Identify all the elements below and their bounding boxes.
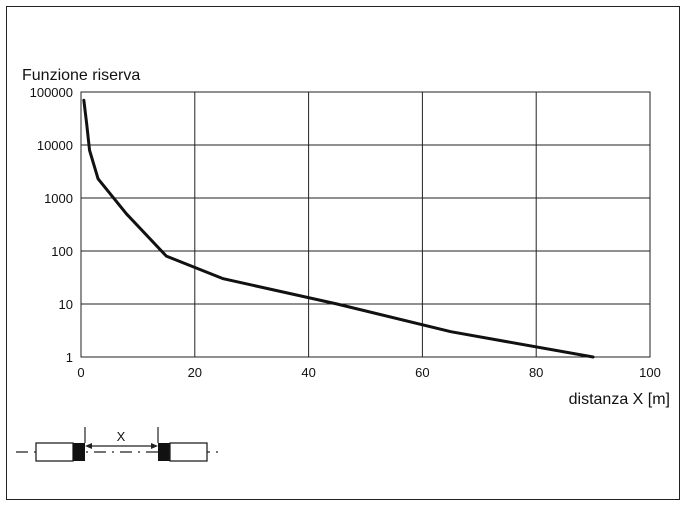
- plot-frame: [80, 91, 651, 358]
- y-tick-label: 100000: [30, 85, 73, 100]
- right-sensor-body: [169, 442, 208, 462]
- figure-frame: [6, 6, 680, 500]
- grid-lines: [80, 91, 651, 358]
- y-tick-label: 10000: [37, 138, 73, 153]
- x-tick-label: 80: [529, 365, 543, 380]
- x-axis-label: distanza X [m]: [569, 391, 670, 408]
- x-tick-label: 0: [77, 365, 84, 380]
- y-tick-label: 10: [59, 297, 73, 312]
- reserve-function-line: [82, 98, 595, 359]
- y-tick-label: 1: [66, 350, 73, 365]
- x-tick-label: 20: [188, 365, 202, 380]
- left-sensor-body: [35, 442, 74, 462]
- sensor-distance-diagram: X: [16, 427, 222, 462]
- distance-label: X: [117, 429, 126, 444]
- x-tick-label: 100: [639, 365, 661, 380]
- y-tick-label: 1000: [44, 191, 73, 206]
- plot-area: [80, 91, 651, 359]
- distance-arrow-right: [151, 443, 158, 449]
- right-sensor-lens: [158, 443, 170, 461]
- y-axis-label: Funzione riserva: [22, 67, 140, 84]
- distance-arrow-left: [85, 443, 92, 449]
- x-tick-label: 60: [415, 365, 429, 380]
- y-tick-label: 100: [51, 244, 73, 259]
- x-tick-label: 40: [301, 365, 315, 380]
- y-axis-ticks: 1 10 100 1000 10000 100000: [30, 85, 73, 365]
- left-sensor-lens: [73, 443, 85, 461]
- x-axis-ticks: 0 20 40 60 80 100: [77, 365, 660, 380]
